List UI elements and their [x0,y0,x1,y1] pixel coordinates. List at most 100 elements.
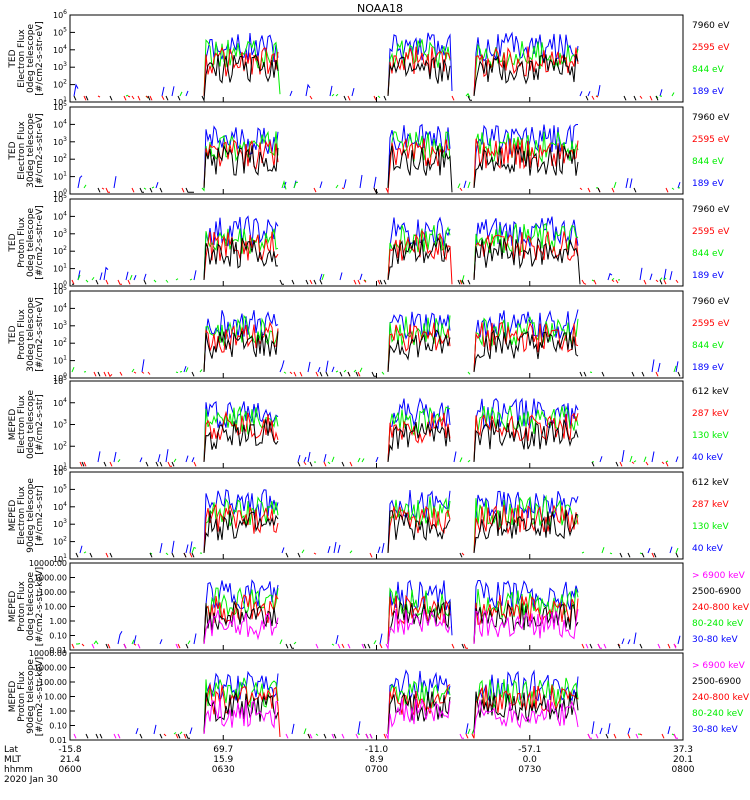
x-tick-mlt: 21.4 [60,755,80,765]
y-tick-label: 102 [53,245,67,256]
panel-3: 100 101 102 103 104 105 TEDProton Flux0deg tel… [8,193,730,291]
series-trace [74,33,680,96]
x-tick-time: 0800 [672,765,695,775]
legend-entry: 189 eV [692,179,725,189]
y-axis-label: MEPEDProton Flux90deg telescope[#/cm2-s-… [8,657,45,736]
legend-entry: 287 keV [692,409,729,419]
series-trace [72,231,680,284]
y-tick-label: 101 [53,96,67,107]
series-trace [106,601,680,648]
legend-entry: 130 keV [692,431,729,441]
panel-4: 100 101 102 103 104 105 TEDProton Flux30deg te… [8,285,730,383]
series-trace [92,609,680,648]
panel-frame [69,106,684,195]
legend-entry: 2595 eV [692,43,730,53]
legend-entry: 612 keV [692,387,729,397]
y-tick-label: 102 [53,536,67,547]
y-tick-label: 101 [53,355,67,366]
y-axis-label: TEDProton Flux0deg telescope[#/cm2-s-str… [8,205,45,280]
y-tick-label: 100 [53,188,67,199]
y-tick-label: 10.00 [44,693,67,702]
y-axis-label: TEDProton Flux30deg telescope[#/cm2-s-st… [8,297,45,372]
legend-entry: 2500-6900 [692,587,741,597]
y-tick-label: 105 [53,101,67,112]
x-tick-lat: -15.8 [58,745,82,755]
y-tick-label: 101 [53,462,67,473]
legend-entry: 2595 eV [692,135,730,145]
x-tick-lat: -11.0 [365,745,389,755]
panel-7: 0.010.101.0010.00100.001000.0010000.00ME… [8,559,750,655]
y-tick-label: 103 [53,136,67,147]
y-tick-label: 103 [53,419,67,430]
y-tick-label: 105 [53,375,67,386]
legend-entry: 844 eV [692,341,725,351]
y-tick-label: 105 [53,193,67,204]
y-tick-label: 0.01 [49,736,67,745]
panel-frame [69,471,684,560]
legend-entry: 189 eV [692,87,725,97]
legend-entry: 130 keV [692,522,729,532]
x-tick-time: 0600 [59,765,82,775]
legend-entry: 7960 eV [692,21,730,31]
y-tick-label: 104 [53,118,67,129]
y-tick-label: 105 [53,483,67,494]
x-tick-time: 0630 [212,765,235,775]
series-trace [84,47,680,101]
y-tick-label: 103 [53,61,67,72]
y-tick-label: 104 [53,302,67,313]
x-tick-mlt: 8.9 [369,755,384,765]
y-tick-label: 105 [53,285,67,296]
y-tick-label: 104 [53,44,67,55]
legend-entry: > 6900 keV [692,571,746,581]
y-axis-label: TEDElectron Flux0deg telescope[#/cm2-s-s… [8,21,45,96]
series-trace [78,224,680,283]
series-trace [83,130,681,192]
y-tick-label: 100 [53,280,67,291]
series-trace [76,510,680,557]
series-trace [78,217,680,281]
panel-5: 101 102 103 104 105 MEPEDElectron Flux0deg te… [8,375,729,473]
series-trace [94,322,680,376]
series-trace [76,588,680,645]
legend-entry: 40 keV [692,453,724,463]
legend-entry: 2500-6900 [692,677,741,687]
legend-entry: 7960 eV [692,297,730,307]
x-tick-lat: 69.7 [213,745,233,755]
legend-entry: 80-240 keV [692,709,744,719]
legend-entry: > 6900 keV [692,661,746,671]
y-tick-label: 10000.00 [29,559,67,568]
y-axis-label: MEPEDElectron Flux90deg telescope[#/cm2-… [8,478,45,553]
panel-2: 100 101 102 103 104 105 TEDElectron Flux30deg … [8,101,730,199]
x-tick-mlt: 20.1 [673,755,693,765]
x-row-label-mlt: MLT [4,755,22,765]
series-trace [80,490,680,553]
legend-entry: 2595 eV [692,319,730,329]
legend-entry: 844 eV [692,65,725,75]
series-trace [80,413,680,467]
y-axis-label: TEDElectron Flux30deg telescope[#/cm2-s-… [8,113,45,188]
legend-entry: 7960 eV [692,113,730,123]
y-tick-label: 0.10 [49,632,67,641]
series-trace [74,698,680,738]
panel-frame [69,652,684,741]
y-tick-label: 100.00 [39,588,67,597]
legend-entry: 7960 eV [692,205,730,215]
panel-frame [69,562,684,651]
y-tick-label: 10.00 [44,603,67,612]
y-tick-label: 1.00 [49,707,67,716]
panel-6: 101 102 103 104 105 106 MEPEDElectron Flux90de… [8,466,729,564]
x-tick-lat: -57.1 [518,745,541,755]
series-trace [136,671,680,734]
series-trace [72,594,680,648]
legend-entry: 844 eV [692,157,725,167]
x-tick-lat: 37.3 [673,745,693,755]
y-tick-label: 101 [53,171,67,182]
legend-entry: 30-80 keV [692,725,738,735]
y-tick-label: 100 [53,372,67,383]
y-tick-label: 100.00 [39,678,67,687]
y-tick-label: 0.01 [49,646,67,655]
legend-entry: 80-240 keV [692,619,744,629]
legend-entry: 612 keV [692,478,729,488]
y-tick-label: 101 [53,263,67,274]
x-row-label-hhmm: hhmm [4,765,33,775]
